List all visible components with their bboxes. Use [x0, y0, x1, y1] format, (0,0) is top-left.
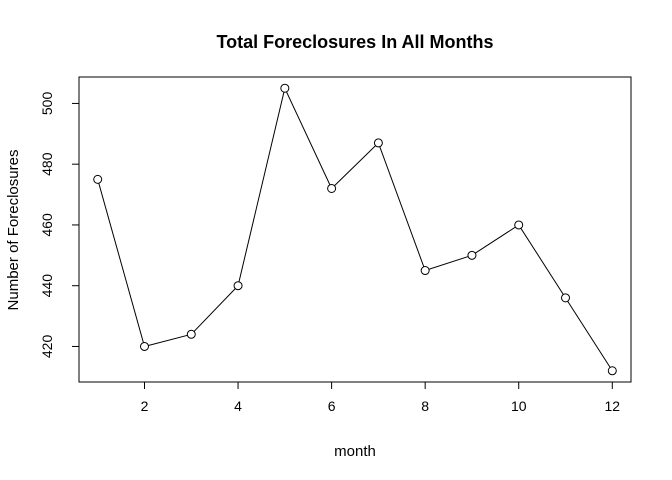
data-point	[373, 138, 383, 148]
data-point	[327, 183, 337, 193]
plot-area-frame	[78, 76, 632, 383]
data-point	[93, 174, 103, 184]
x-tick-label: 4	[234, 398, 242, 414]
data-point	[233, 281, 243, 291]
data-point	[420, 266, 430, 276]
y-axis: 420 440 460 480 500	[39, 92, 79, 359]
data-point	[514, 220, 524, 230]
x-tick-label: 6	[328, 398, 336, 414]
data-point	[139, 341, 149, 351]
x-tick-label: 8	[421, 398, 429, 414]
y-tick-label: 480	[39, 152, 55, 176]
data-point	[607, 366, 617, 376]
data-series	[93, 83, 617, 376]
y-tick-label: 460	[39, 213, 55, 237]
y-tick-label: 440	[39, 274, 55, 298]
data-point	[561, 293, 571, 303]
series-line	[97, 86, 613, 372]
x-tick-label: 12	[604, 398, 620, 414]
chart-title: Total Foreclosures In All Months	[216, 32, 493, 52]
x-axis: 2 4 6 8 10 12	[141, 382, 620, 414]
x-axis-label: month	[334, 443, 376, 460]
data-point	[186, 329, 196, 339]
y-tick-label: 500	[39, 92, 55, 116]
x-tick-label: 2	[141, 398, 149, 414]
x-tick-label: 10	[511, 398, 527, 414]
y-tick-label: 420	[39, 335, 55, 359]
data-point	[280, 83, 290, 93]
y-axis-label: Number of Foreclosures	[5, 150, 22, 311]
data-point	[467, 250, 477, 260]
